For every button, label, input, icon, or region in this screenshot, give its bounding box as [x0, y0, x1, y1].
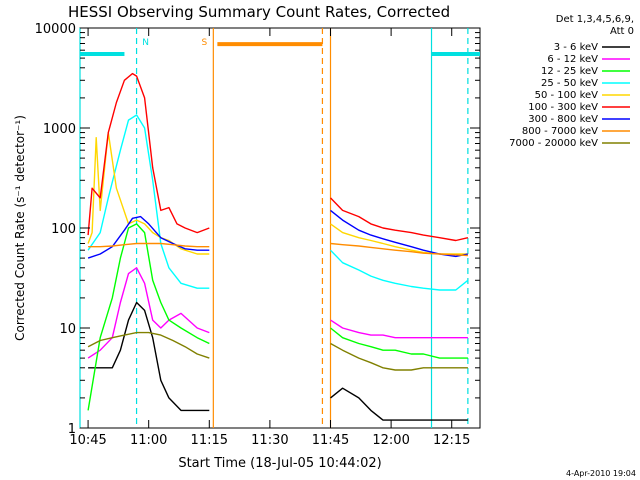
legend-label-7: 800 - 7000 keV [522, 126, 598, 137]
x-tick-label-6: 12:15 [433, 433, 470, 448]
series-line-8-seg-1 [330, 342, 468, 371]
series-line-0-seg-0 [88, 301, 210, 412]
legend-label-3: 25 - 50 keV [541, 78, 598, 89]
shaded-bars [80, 42, 480, 56]
series-line-0-seg-1 [330, 387, 468, 421]
series-line-7-seg-1 [330, 242, 468, 257]
series-line-1-seg-1 [330, 319, 468, 339]
series-line-3-seg-0 [87, 114, 210, 289]
series-line-6-seg-1 [330, 209, 469, 258]
series-line-3-seg-1 [329, 249, 469, 291]
annotation-saa: S [201, 38, 207, 48]
series-line-5-seg-0 [87, 72, 210, 236]
series-line-2-seg-0 [87, 223, 210, 411]
legend-label-8: 7000 - 20000 keV [509, 138, 598, 149]
legend-label-0: 3 - 6 keV [554, 42, 598, 53]
x-axis-label: Start Time (18-Jul-05 10:44:02) [178, 456, 381, 471]
legend-label-4: 50 - 100 keV [535, 90, 599, 101]
series-line-6-seg-0 [87, 215, 210, 259]
x-tick-label-3: 11:30 [251, 433, 288, 448]
legend-header-1: Att 0 [610, 26, 634, 37]
y-tick-label-0: 1 [68, 422, 76, 437]
x-tick-label-5: 12:00 [372, 433, 409, 448]
plot-area: 10:45 11:00 11:15 11:30 11:45 12:00 12:15 1 10 10… [35, 22, 481, 448]
x-tick-label-1: 11:00 [130, 433, 167, 448]
series-line-7-seg-0 [88, 242, 210, 248]
axis-ticks: 10:45 11:00 11:15 11:30 11:45 12:00 12:15 1 10 10… [35, 22, 480, 448]
series-line-1-seg-0 [87, 267, 210, 359]
vertical-markers [79, 28, 469, 428]
series-line-4-seg-0 [87, 131, 210, 255]
series-line-5-seg-1 [329, 197, 469, 242]
x-tick-label-0: 10:45 [69, 433, 106, 448]
y-tick-label-4: 10000 [35, 22, 76, 37]
legend-label-2: 12 - 25 keV [541, 66, 598, 77]
legend-label-6: 300 - 800 keV [528, 114, 598, 125]
legend-label-5: 100 - 300 keV [528, 102, 598, 113]
y-tick-label-3: 1000 [43, 122, 76, 137]
chart-title: HESSI Observing Summary Count Rates, Cor… [68, 3, 450, 21]
y-axis-label: Corrected Count Rate (s⁻¹ detector⁻¹) [13, 115, 27, 341]
series-lines [87, 72, 469, 421]
series-line-8-seg-0 [87, 331, 210, 359]
y-tick-label-1: 10 [59, 322, 76, 337]
legend-label-1: 6 - 12 keV [547, 54, 598, 65]
x-tick-label-4: 11:45 [312, 433, 349, 448]
y-tick-label-2: 100 [51, 222, 76, 237]
x-tick-label-2: 11:15 [191, 433, 228, 448]
series-line-2-seg-1 [330, 327, 468, 359]
footer-date: 4-Apr-2010 19:04 [566, 469, 636, 478]
annotation-night: N [142, 38, 149, 48]
legend-header-0: Det 1,3,4,5,6,9, [556, 14, 634, 25]
